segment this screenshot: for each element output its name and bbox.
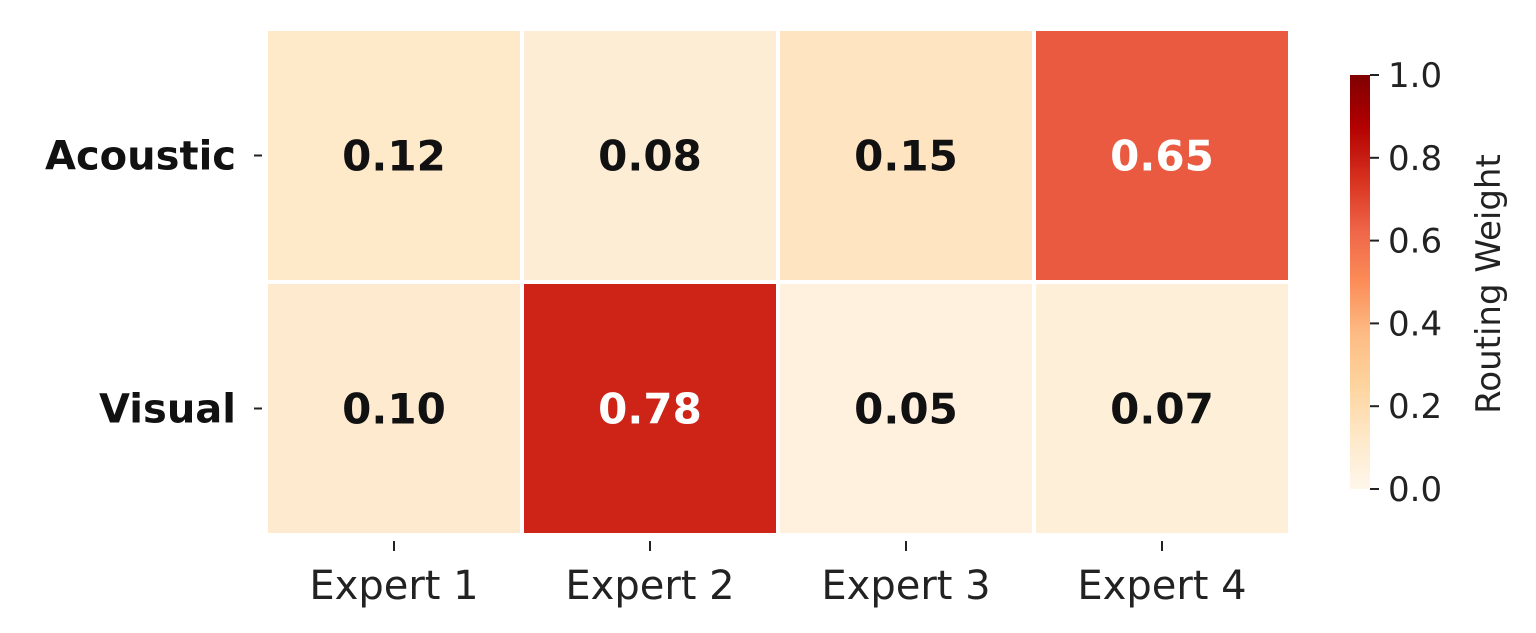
y-axis: Acoustic Visual [45,134,262,433]
colorbar-label: Routing Weight [1469,154,1509,414]
colorbar-scale [1350,75,1370,489]
heatmap-cell-acoustic-expert-4 [1032,27,1292,284]
heatmap-cell-visual-expert-3 [776,280,1036,537]
colorbar-ticks: 0.0 0.2 0.4 0.6 0.8 1.0 [1370,56,1442,510]
heatmap-cell-acoustic-expert-3 [776,27,1036,284]
x-axis-tick-label: Expert 3 [821,563,990,609]
colorbar: 0.0 0.2 0.4 0.6 0.8 1.0 Routing Weight [1350,56,1509,510]
cell-value-label: 0.05 [854,385,958,434]
cell-value-label: 0.65 [1110,132,1214,181]
x-axis: Expert 1 Expert 2 Expert 3 Expert 4 [309,541,1247,609]
colorbar-tick-label: 0.8 [1388,139,1442,179]
heatmap-cell-acoustic-expert-1 [264,27,524,284]
cell-value-label: 0.08 [598,132,702,181]
colorbar-tick-label: 0.0 [1388,470,1442,510]
cell-value-label: 0.15 [854,132,958,181]
heatmap-cell-visual-expert-4 [1032,280,1292,537]
heatmap-cell-acoustic-expert-2 [520,27,780,284]
cell-value-label: 0.10 [342,385,446,434]
colorbar-tick-label: 0.2 [1388,387,1442,427]
colorbar-tick-label: 0.6 [1388,222,1442,262]
heatmap-cell-labels: 0.12 0.08 0.15 0.65 0.10 0.78 0.05 0.07 [342,132,1214,434]
cell-value-label: 0.78 [598,385,702,434]
colorbar-tick-label: 1.0 [1388,56,1442,96]
x-axis-tick-label: Expert 1 [309,563,478,609]
heatmap-cell-visual-expert-1 [264,280,524,537]
y-axis-tick-label: Acoustic [45,134,236,180]
x-axis-tick-label: Expert 4 [1077,563,1246,609]
heatmap-cell-visual-expert-2 [520,280,780,537]
colorbar-tick-label: 0.4 [1388,304,1442,344]
heatmap-cells [264,27,1292,537]
cell-value-label: 0.12 [342,132,446,181]
cell-value-label: 0.07 [1110,385,1214,434]
y-axis-tick-label: Visual [99,387,236,433]
x-axis-tick-label: Expert 2 [565,563,734,609]
